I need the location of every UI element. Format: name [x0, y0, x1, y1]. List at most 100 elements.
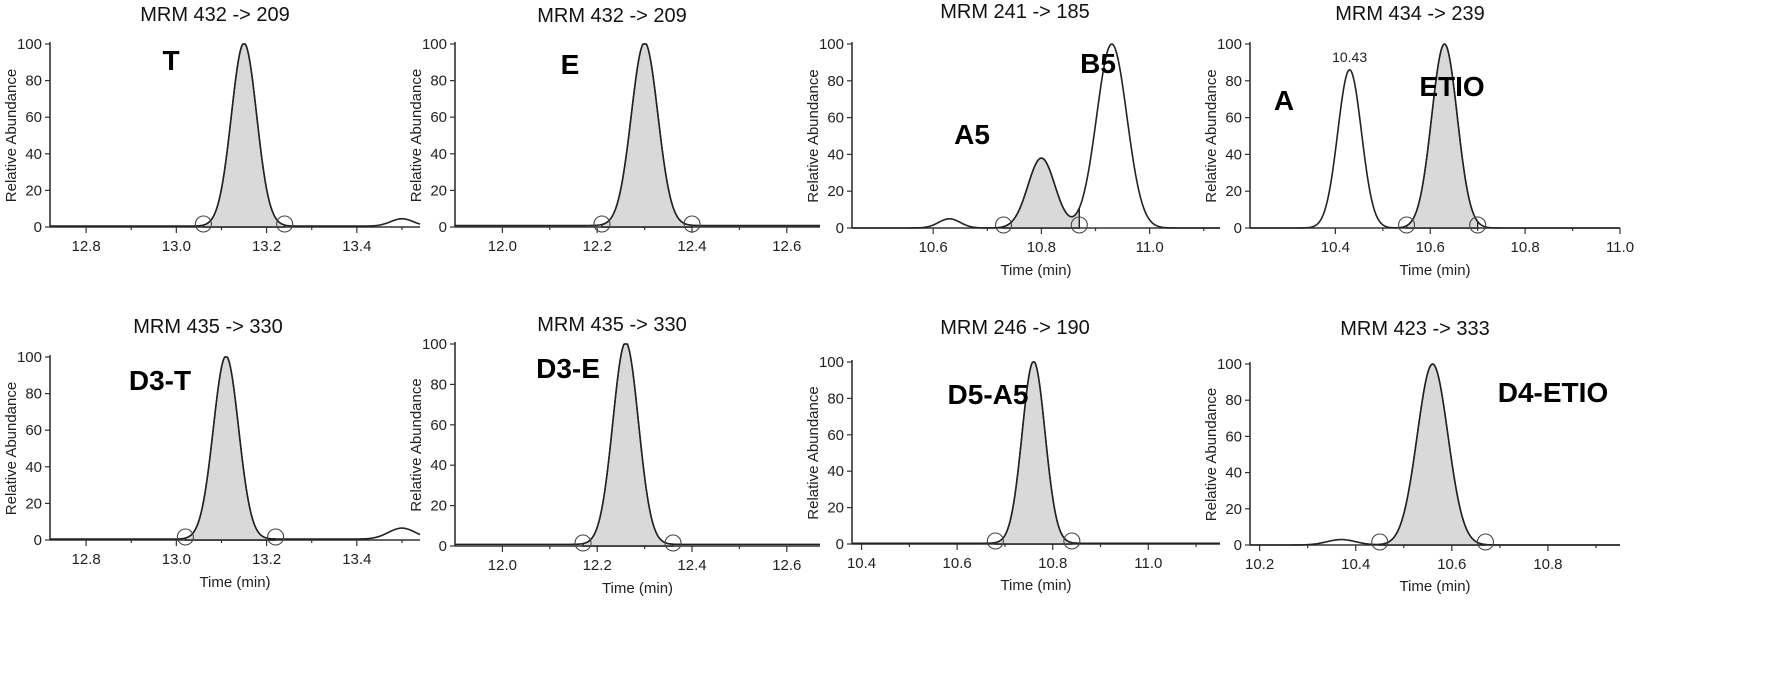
x-tick-label: 11.0 — [1606, 239, 1634, 256]
x-tick-label: 12.4 — [677, 238, 706, 255]
peak-label-a: A — [1274, 85, 1294, 116]
x-tick-label: 13.4 — [342, 238, 371, 255]
y-tick-label: 60 — [827, 110, 844, 127]
y-tick-label: 100 — [1217, 36, 1242, 53]
y-tick-label: 40 — [1225, 465, 1242, 482]
y-tick-label: 80 — [430, 376, 447, 393]
y-axis-label: Relative Abundance — [408, 69, 425, 202]
chart-title: MRM 241 -> 185 — [940, 1, 1090, 23]
peak-label-e: E — [561, 49, 580, 80]
y-tick-label: 80 — [1225, 73, 1242, 90]
chart-panel-1: MRM 432 -> 209 Relative Abundance 0 20 40 60 8… — [3, 4, 421, 255]
integration-marker-start — [994, 216, 1013, 234]
y-tick-label: 60 — [430, 109, 447, 126]
y-tick-label: 0 — [439, 538, 447, 555]
chromatogram-trace — [455, 43, 820, 227]
x-tick-label: 10.6 — [919, 239, 948, 256]
chart-panel-7: MRM 246 -> 190 Relative Abundance Time (mi… — [805, 317, 1220, 594]
y-tick-label: 40 — [25, 459, 42, 476]
y-tick-label: 0 — [1234, 537, 1242, 554]
x-axis-label: Time (min) — [1399, 578, 1470, 595]
y-tick-label: 80 — [25, 386, 42, 403]
integration-marker-start — [593, 215, 611, 233]
y-axis-label: Relative Abundance — [1203, 69, 1220, 202]
x-tick-label: 12.0 — [488, 238, 517, 255]
y-tick-label: 60 — [25, 109, 42, 126]
y-tick-label: 20 — [430, 182, 447, 199]
y-tick-label: 0 — [836, 536, 844, 553]
y-axis-label: Relative Abundance — [1203, 388, 1220, 521]
integration-marker-start — [176, 528, 194, 546]
y-tick-label: 0 — [439, 219, 447, 236]
y-tick-label: 20 — [1225, 501, 1242, 518]
y-axis-label: Relative Abundance — [408, 378, 425, 511]
x-tick-label: 10.4 — [1341, 556, 1370, 573]
peak-label-t: T — [162, 45, 179, 76]
x-tick-label: 13.0 — [162, 551, 191, 568]
y-tick-label: 40 — [827, 463, 844, 480]
y-tick-label: 60 — [1225, 110, 1242, 127]
x-tick-label: 10.2 — [1245, 556, 1274, 573]
y-tick-label: 20 — [430, 498, 447, 515]
integration-marker-start — [1371, 533, 1389, 551]
peak-area-t — [202, 43, 286, 228]
y-tick-label: 80 — [827, 73, 844, 90]
x-tick-label: 12.2 — [583, 238, 612, 255]
chart-panel-3: MRM 241 -> 185 Relative Abundance Time (mi… — [805, 1, 1220, 279]
integration-marker-start — [1397, 216, 1416, 234]
peak-area-e — [601, 43, 693, 228]
x-axis-label: Time (min) — [199, 574, 270, 591]
y-tick-label: 60 — [827, 427, 844, 444]
x-tick-label: 12.6 — [772, 557, 801, 574]
integration-marker-end — [664, 534, 682, 552]
y-tick-label: 40 — [827, 146, 844, 163]
x-tick-label: 12.8 — [71, 238, 100, 255]
peak-label-a5: A5 — [954, 119, 990, 150]
y-tick-label: 40 — [1225, 146, 1242, 163]
y-tick-label: 20 — [25, 182, 42, 199]
y-tick-label: 100 — [17, 36, 42, 53]
chart-title: MRM 434 -> 239 — [1335, 3, 1485, 25]
y-tick-label: 100 — [819, 354, 844, 371]
y-tick-label: 0 — [34, 219, 42, 236]
chart-title: MRM 435 -> 330 — [133, 316, 283, 338]
x-axis-label: Time (min) — [602, 580, 673, 597]
x-tick-label: 11.0 — [1134, 555, 1162, 572]
y-axis-label: Relative Abundance — [805, 69, 822, 202]
x-tick-label: 13.2 — [252, 238, 281, 255]
x-tick-label: 10.6 — [1416, 239, 1445, 256]
chart-title: MRM 423 -> 333 — [1340, 318, 1490, 340]
integration-marker-end — [267, 528, 285, 546]
x-tick-label: 13.4 — [342, 551, 371, 568]
x-tick-label: 12.0 — [488, 557, 517, 574]
x-tick-label: 10.6 — [943, 555, 972, 572]
integration-marker-end — [683, 215, 701, 233]
integration-marker-start — [574, 534, 592, 552]
chart-panel-6: MRM 435 -> 330 Relative Abundance Time (mi… — [408, 314, 820, 597]
peak-label-d3-e: D3-E — [536, 353, 600, 384]
integration-marker-start — [986, 532, 1004, 550]
y-tick-label: 40 — [25, 146, 42, 163]
chromatogram-trace — [50, 356, 421, 540]
chart-panel-2: MRM 432 -> 209 Relative Abundance 0 20 40 60 8… — [408, 5, 820, 255]
y-tick-label: 20 — [1225, 183, 1242, 200]
chromatogram-trace — [852, 361, 1220, 545]
integration-marker-end — [1070, 216, 1088, 234]
y-tick-label: 80 — [827, 390, 844, 407]
chart-panel-8: MRM 423 -> 333 Relative Abundance Time (mi… — [1203, 318, 1620, 595]
chart-panel-5: MRM 435 -> 330 Relative Abundance Time (mi… — [3, 316, 421, 591]
y-tick-label: 100 — [1217, 356, 1242, 373]
chromatogram-trace — [50, 43, 421, 227]
peak-label-etio: ETIO — [1419, 71, 1484, 102]
integration-marker-end — [1063, 532, 1081, 550]
y-tick-label: 100 — [819, 36, 844, 53]
y-tick-label: 100 — [422, 36, 447, 53]
chart-title: MRM 246 -> 190 — [940, 317, 1090, 339]
y-tick-label: 80 — [1225, 392, 1242, 409]
x-tick-label: 11.0 — [1136, 239, 1164, 256]
chromatogram-trace — [1250, 363, 1620, 546]
y-tick-label: 20 — [827, 183, 844, 200]
x-tick-label: 10.8 — [1027, 239, 1056, 256]
y-tick-label: 80 — [25, 73, 42, 90]
